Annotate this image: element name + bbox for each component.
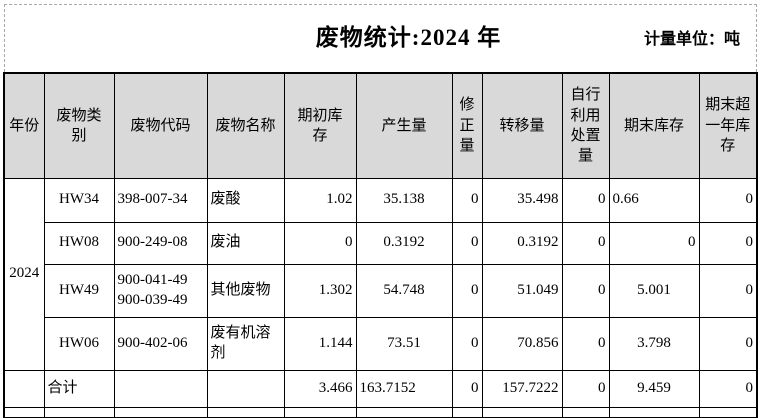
cell-closing: 0.66 — [608, 177, 700, 223]
cell-category: HW34 — [43, 177, 115, 223]
cell-self-disposed: 0 — [561, 177, 610, 223]
cell-total-generated: 163.7152 — [355, 369, 453, 408]
cell-year-empty — [3, 369, 45, 408]
cell-category: HW06 — [43, 316, 115, 371]
cell-name: 其他废物 — [206, 263, 285, 318]
cell-total-closing: 9.459 — [608, 369, 700, 408]
cell-opening: 1.302 — [283, 263, 357, 318]
cell-corrected: 0 — [451, 316, 483, 371]
col-header-year: 年份 — [3, 72, 45, 179]
empty-cell — [206, 406, 285, 418]
cell-code: 900-041-49 900-039-49 — [113, 263, 208, 318]
unit-label: 计量单位：吨 — [643, 31, 740, 48]
cell-name: 废酸 — [206, 177, 285, 223]
table-row: HW06 900-402-06 废有机溶剂 1.144 73.51 0 70.8… — [4, 316, 758, 371]
cell-corrected: 0 — [451, 177, 483, 223]
col-header-self-disposed: 自行 利用 处置 量 — [561, 72, 610, 179]
cell-self-disposed: 0 — [561, 221, 610, 265]
header-row: 年份 废物类 别 废物代码 废物名称 期初库 存 产生量 修 正 量 转移量 自… — [3, 72, 758, 179]
cell-generated: 35.138 — [355, 177, 453, 223]
waste-statistics-table: 年份 废物类 别 废物代码 废物名称 期初库 存 产生量 修 正 量 转移量 自… — [3, 72, 758, 418]
col-header-opening-stock: 期初库 存 — [283, 72, 357, 179]
col-header-over-one-year: 期末超 一年库 存 — [698, 72, 758, 179]
cell-closing: 3.798 — [608, 316, 700, 371]
cell-opening: 1.02 — [283, 177, 357, 223]
empty-cell — [3, 406, 45, 418]
title-row: 废物统计:2024 年 — [0, 18, 762, 52]
cell-category: HW49 — [43, 263, 115, 318]
cell-closing: 5.001 — [608, 263, 700, 318]
empty-cell — [561, 406, 610, 418]
cell-opening: 0 — [283, 221, 357, 265]
cell-over-year: 0 — [698, 177, 758, 223]
col-header-code: 废物代码 — [113, 72, 208, 179]
cell-transferred: 70.856 — [481, 316, 563, 371]
cell-over-year: 0 — [698, 221, 758, 265]
print-area-dashed-guide — [4, 4, 757, 72]
empty-cell — [355, 406, 453, 418]
total-row: 合计 3.466 163.7152 0 157.7222 0 9.459 0 — [3, 369, 758, 408]
cell-transferred: 0.3192 — [481, 221, 563, 265]
cell-code-empty — [113, 369, 208, 408]
cell-name: 废有机溶剂 — [206, 316, 285, 371]
empty-cell — [451, 406, 483, 418]
table-row: HW08 900-249-08 废油 0 0.3192 0 0.3192 0 0… — [4, 221, 758, 265]
cell-category: HW08 — [43, 221, 115, 265]
cell-corrected: 0 — [451, 263, 483, 318]
cell-closing: 0 — [608, 221, 700, 265]
col-header-transferred: 转移量 — [481, 72, 563, 179]
col-header-corrected: 修 正 量 — [451, 72, 483, 179]
cell-code: 900-402-06 — [113, 316, 208, 371]
cell-over-year: 0 — [698, 316, 758, 371]
col-header-closing-stock: 期末库存 — [608, 72, 700, 179]
empty-cell — [113, 406, 208, 418]
page-title: 废物统计:2024 年 — [315, 25, 502, 50]
cell-total-corrected: 0 — [451, 369, 483, 408]
cell-corrected: 0 — [451, 221, 483, 265]
empty-cell — [283, 406, 357, 418]
cell-transferred: 35.498 — [481, 177, 563, 223]
empty-cell — [481, 406, 563, 418]
cell-generated: 73.51 — [355, 316, 453, 371]
col-header-category: 废物类 别 — [43, 72, 115, 179]
cell-total-label: 合计 — [43, 369, 115, 408]
empty-cell — [43, 406, 115, 418]
cell-over-year: 0 — [698, 263, 758, 318]
cell-transferred: 51.049 — [481, 263, 563, 318]
empty-cell — [698, 406, 758, 418]
cell-name: 废油 — [206, 221, 285, 265]
cell-self-disposed: 0 — [561, 263, 610, 318]
cell-opening: 1.144 — [283, 316, 357, 371]
col-header-generated: 产生量 — [355, 72, 453, 179]
cell-total-over-year: 0 — [698, 369, 758, 408]
cell-total-self-disposed: 0 — [561, 369, 610, 408]
empty-cell — [608, 406, 700, 418]
cell-self-disposed: 0 — [561, 316, 610, 371]
cell-total-opening: 3.466 — [283, 369, 357, 408]
cell-year: 2024 — [3, 177, 45, 371]
table-row: HW49 900-041-49 900-039-49 其他废物 1.302 54… — [4, 263, 758, 318]
col-header-name: 废物名称 — [206, 72, 285, 179]
cell-name-empty — [206, 369, 285, 408]
empty-partial-row — [3, 406, 758, 418]
table-row: 2024 HW34 398-007-34 废酸 1.02 35.138 0 35… — [3, 177, 758, 371]
cell-total-transferred: 157.7222 — [481, 369, 563, 408]
cell-code: 398-007-34 — [113, 177, 208, 223]
cell-generated: 54.748 — [355, 263, 453, 318]
cell-code: 900-249-08 — [113, 221, 208, 265]
cell-generated: 0.3192 — [355, 221, 453, 265]
